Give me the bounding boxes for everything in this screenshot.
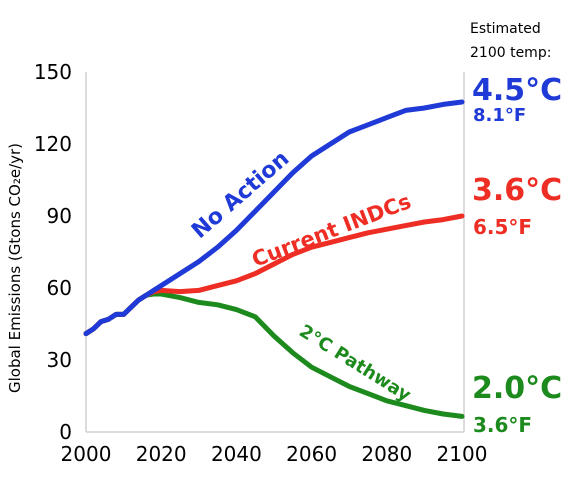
x-tick-label: 2000 bbox=[61, 442, 112, 466]
temp-c-current-indcs: 3.6°C bbox=[472, 173, 562, 208]
x-tick-label: 2080 bbox=[361, 442, 412, 466]
header-line-2: 2100 temp: bbox=[470, 45, 551, 61]
label-2c-pathway: 2°C Pathway bbox=[295, 321, 414, 406]
temp-c-no-action: 4.5°C bbox=[472, 73, 562, 108]
temp-f-2c-pathway: 3.6°F bbox=[473, 413, 532, 437]
x-tick-label: 2040 bbox=[211, 442, 262, 466]
y-tick-label: 0 bbox=[59, 420, 72, 444]
temp-f-current-indcs: 6.5°F bbox=[473, 215, 532, 239]
y-tick-label: 60 bbox=[47, 276, 72, 300]
header-line-1: Estimated bbox=[470, 21, 541, 37]
x-tick-label: 2060 bbox=[286, 442, 337, 466]
series-line-current-indcs bbox=[83, 213, 465, 337]
y-tick-label: 120 bbox=[34, 132, 72, 156]
series-lines bbox=[83, 99, 465, 419]
y-tick-label: 90 bbox=[47, 204, 72, 228]
x-tick-label: 2100 bbox=[437, 442, 488, 466]
x-tick-labels: 2000 2020 2040 2060 2080 2100 bbox=[61, 442, 488, 466]
y-tick-label: 150 bbox=[34, 60, 72, 84]
y-axis-label: Global Emissions (Gtons CO₂e/yr) bbox=[6, 143, 24, 393]
y-tick-labels: 0 30 60 90 120 150 bbox=[34, 60, 72, 444]
temp-c-2c-pathway: 2.0°C bbox=[472, 371, 562, 406]
y-tick-label: 30 bbox=[47, 348, 72, 372]
temp-f-no-action: 8.1°F bbox=[473, 105, 526, 126]
x-tick-label: 2020 bbox=[136, 442, 187, 466]
series-line-no-action bbox=[83, 99, 465, 337]
